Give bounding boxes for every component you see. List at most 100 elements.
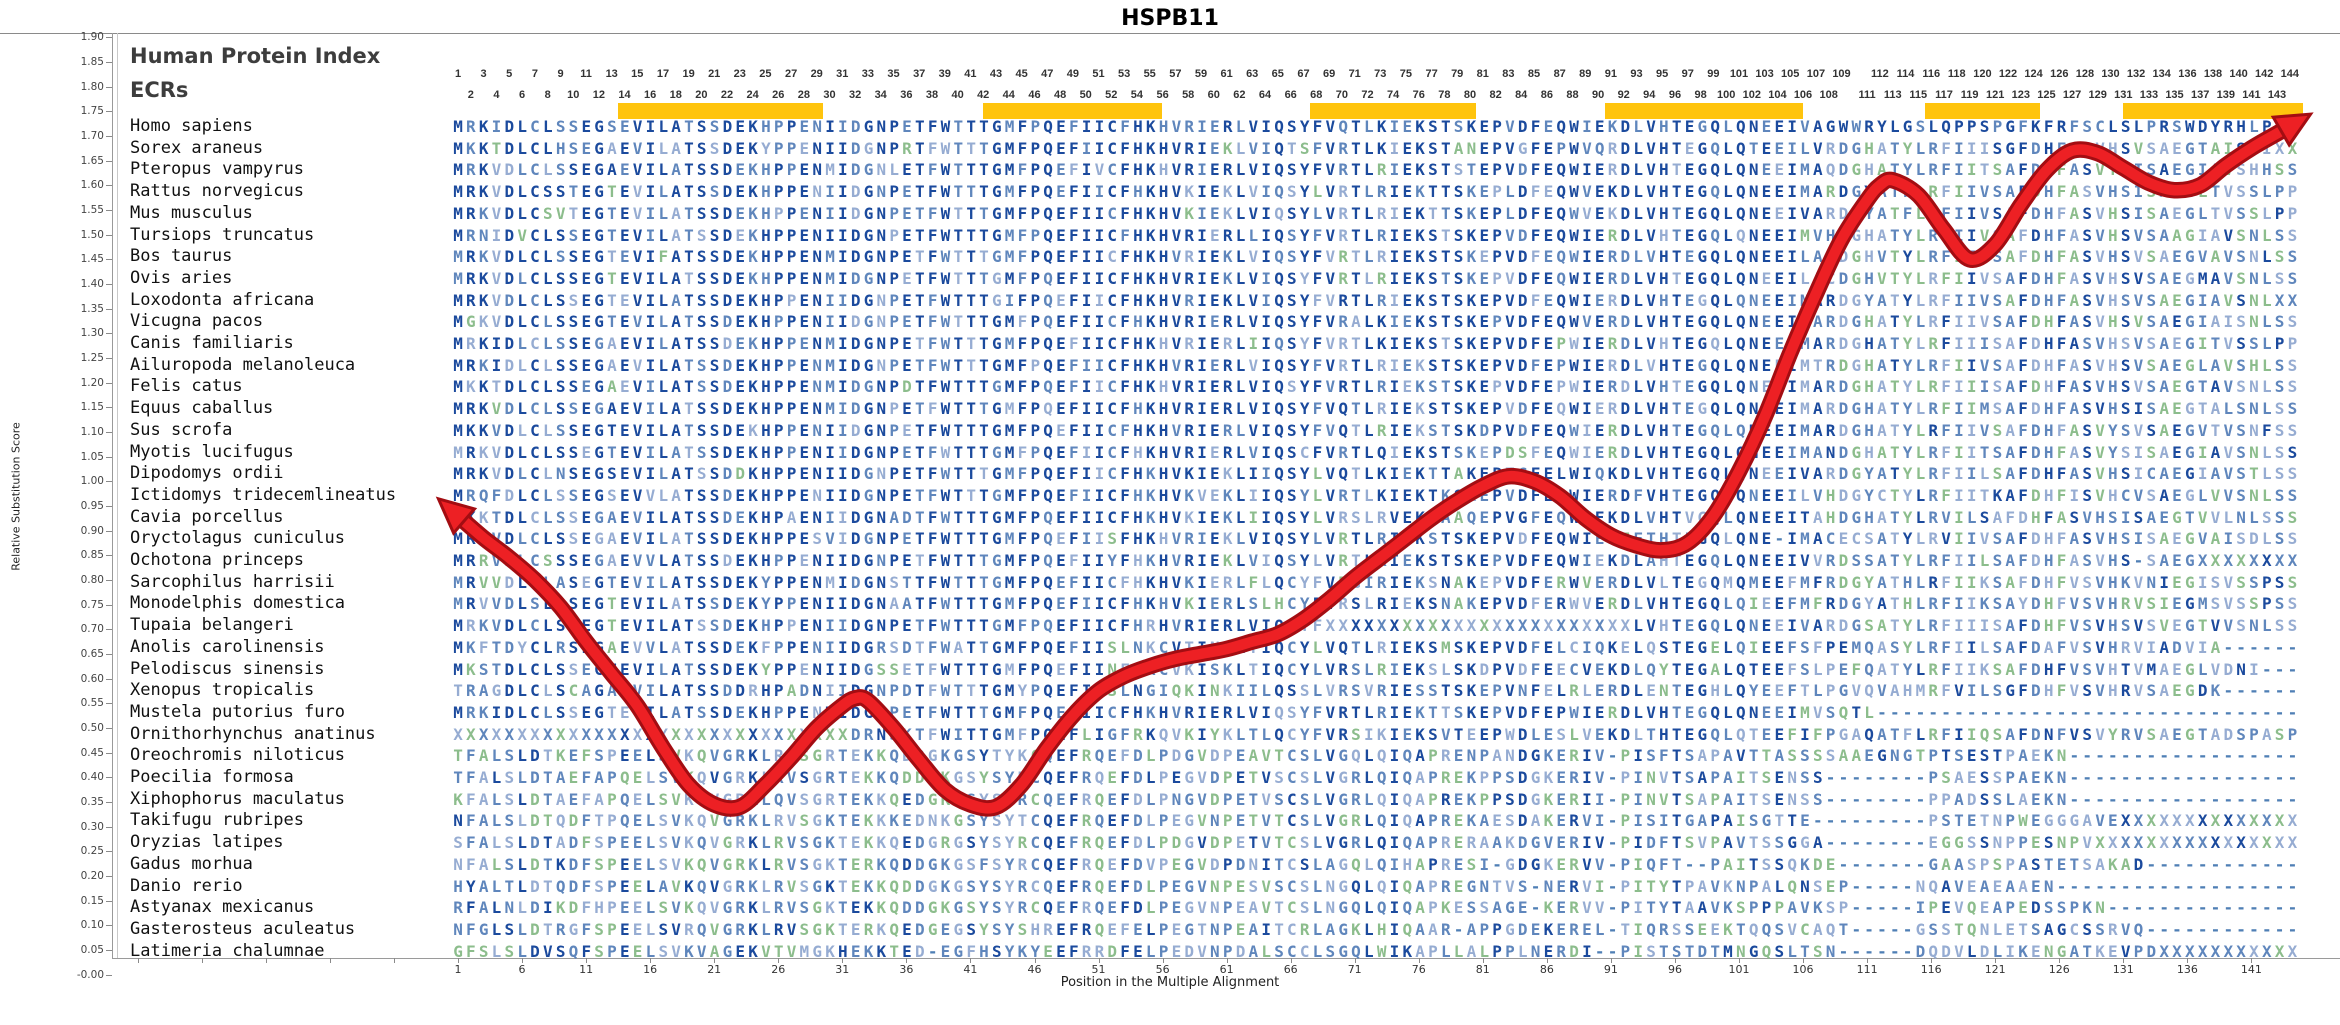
title-divider bbox=[0, 33, 2340, 34]
alignment-position-number: 121 bbox=[1986, 89, 2005, 101]
ecr-bar bbox=[2123, 103, 2303, 119]
alignment-position-number: 71 bbox=[1348, 68, 1361, 80]
alignment-position-number: 19 bbox=[682, 68, 695, 80]
x-tick-label: 56 bbox=[1155, 963, 1170, 976]
sequence-row: MRKIDLCLSSEGTEVILATSSDEKHPPENMIDGNPETFWT… bbox=[453, 702, 2301, 722]
alignment-position-number: 81 bbox=[1476, 68, 1489, 80]
alignment-position-number: 27 bbox=[784, 68, 798, 80]
x-tick-label: 26 bbox=[771, 963, 786, 976]
x-tick-mark bbox=[1482, 958, 1484, 963]
y-tick-label: 1.85 bbox=[80, 55, 104, 68]
alignment-position-number: 66 bbox=[1284, 89, 1297, 101]
x-tick-label: 71 bbox=[1347, 963, 1362, 976]
x-tick-mark bbox=[2251, 958, 2253, 963]
x-axis-line bbox=[112, 958, 2340, 959]
species-name: Myotis lucifugus bbox=[130, 441, 294, 462]
y-tick-mark bbox=[106, 209, 112, 211]
y-tick-label: 0.35 bbox=[80, 795, 104, 808]
alignment-position-number: 92 bbox=[1617, 89, 1630, 101]
x-tick-label: 66 bbox=[1283, 963, 1298, 976]
species-name: Tupaia belangeri bbox=[130, 615, 294, 636]
alignment-position-number: 3 bbox=[480, 68, 487, 80]
y-tick-label: 1.60 bbox=[80, 179, 104, 192]
x-tick-mark bbox=[1675, 958, 1676, 963]
y-tick-label: 0.20 bbox=[80, 869, 104, 882]
sequence-row: MRRVDLCSSSEGAEVVLATSSDEKHPPENIIDGNPETFWT… bbox=[453, 551, 2301, 570]
x-tick-label: 116 bbox=[1920, 963, 1942, 976]
alignment-position-number: 80 bbox=[1463, 89, 1477, 101]
sequence-row: MRKIDLCLSSEGAEVILATSSDEKHPPENMIDGNPETFWT… bbox=[453, 355, 2301, 375]
alignment-position-number: 51 bbox=[1092, 68, 1105, 80]
y-tick-mark bbox=[106, 160, 112, 162]
x-tick-mark bbox=[2123, 958, 2125, 963]
sequence-row: GFSLSLDVSQFSPEELSVKVAGEKVTVMGKHEKKTED-EG… bbox=[453, 941, 2301, 961]
alignment-position-number: 134 bbox=[2152, 68, 2171, 80]
y-tick-mark bbox=[106, 456, 112, 458]
y-tick-label: 0.90 bbox=[80, 524, 104, 537]
alignment-position-number: 94 bbox=[1643, 89, 1656, 101]
species-name: Danio rerio bbox=[130, 875, 243, 896]
x-tick-mark bbox=[1739, 958, 1740, 963]
alignment-position-number: 104 bbox=[1768, 89, 1787, 101]
alignment-position-number: 107 bbox=[1806, 68, 1826, 80]
alignment-position-number: 120 bbox=[1973, 68, 1992, 80]
y-tick-mark bbox=[106, 604, 112, 606]
x-tick-label: 76 bbox=[1411, 963, 1426, 976]
x-tick-mark bbox=[265, 958, 267, 963]
alignment-position-number: 5 bbox=[506, 68, 513, 80]
sequence-row: MRKVDLCSVTEGTEVILATSSDEKHPPENIIDGNPETFWT… bbox=[453, 203, 2301, 223]
y-tick-mark bbox=[106, 382, 112, 384]
sequence-row: MRKVDLCLSSEGTEVILATSSDEKHPPENIIDGNPETFWT… bbox=[453, 442, 2301, 462]
sequence-row: MKKVDLCLSSEGTEVILATSSDEKHPPENIIDGNPETFWT… bbox=[453, 420, 2301, 440]
alignment-position-number: 68 bbox=[1310, 89, 1323, 101]
species-name: Mus musculus bbox=[130, 202, 253, 223]
alignment-position-number: 25 bbox=[759, 68, 772, 80]
alignment-position-number: 129 bbox=[2088, 89, 2107, 101]
y-tick-mark bbox=[106, 259, 112, 261]
x-tick-mark bbox=[393, 958, 395, 963]
alignment-position-number: 12 bbox=[592, 89, 606, 101]
page-title: HSPB11 bbox=[1121, 6, 1219, 31]
alignment-position-number: 88 bbox=[1566, 89, 1579, 101]
y-tick-label: 0.10 bbox=[80, 919, 104, 932]
x-tick-mark bbox=[201, 958, 203, 963]
alignment-position-number: 106 bbox=[1793, 89, 1813, 101]
species-name: Pteropus vampyrus bbox=[130, 159, 304, 180]
x-tick-mark bbox=[842, 958, 844, 963]
alignment-position-number: 46 bbox=[1028, 89, 1041, 101]
sequence-row: MGKVDLCLSSEGTEVILATSSDEKHPPENIIDGNPETFWT… bbox=[453, 312, 2301, 332]
sequence-row: SFALSLDTADFSPEELSVKQVGRKLRVSGKTEKKQEDGRG… bbox=[453, 833, 2301, 853]
y-tick-mark bbox=[106, 752, 112, 754]
alignment-position-number: 84 bbox=[1515, 89, 1528, 101]
y-tick-mark bbox=[106, 727, 112, 729]
alignment-position-number: 50 bbox=[1079, 89, 1092, 101]
sequence-row: MRVVDLSLSSEGTEVILATSSDEKYPPENIIDGNAATFWT… bbox=[453, 594, 2301, 614]
y-tick-label: 1.75 bbox=[80, 105, 104, 118]
y-tick-label: 0.55 bbox=[80, 697, 104, 710]
alignment-position-number: 30 bbox=[823, 89, 836, 101]
alignment-position-number: 131 bbox=[2114, 89, 2133, 101]
y-tick-mark bbox=[106, 555, 112, 557]
human-protein-index-label: Human Protein Index bbox=[130, 44, 381, 68]
alignment-position-number: 117 bbox=[1935, 89, 1953, 101]
alignment-position-number: 73 bbox=[1374, 68, 1387, 80]
y-tick-mark bbox=[106, 703, 112, 705]
y-tick-mark bbox=[106, 86, 112, 88]
y-tick-mark bbox=[106, 61, 112, 63]
alignment-position-number: 24 bbox=[746, 89, 759, 101]
x-tick-mark bbox=[1546, 958, 1548, 963]
sequence-row: HYALTLDTQDFSPEELAVKQVGRKLRVSGKTEKKQDDGKG… bbox=[453, 876, 2301, 896]
x-tick-mark bbox=[778, 958, 780, 963]
alignment-position-number: 101 bbox=[1729, 68, 1749, 80]
alignment-position-number: 16 bbox=[643, 89, 657, 101]
y-tick-label: 0.30 bbox=[80, 820, 104, 833]
x-tick-label: 61 bbox=[1219, 963, 1234, 976]
alignment-position-number: 42 bbox=[977, 89, 990, 101]
alignment-position-number: 111 bbox=[1858, 89, 1876, 101]
x-tick-label: 16 bbox=[643, 963, 658, 976]
y-tick-label: 0.70 bbox=[80, 623, 104, 636]
x-tick-mark bbox=[1610, 958, 1612, 963]
sequence-row: MRKVDLCLSSEGAEVILATSSDEKHPPENMIDGNPETFWT… bbox=[453, 399, 2301, 419]
y-tick-label: 0.85 bbox=[80, 549, 104, 562]
